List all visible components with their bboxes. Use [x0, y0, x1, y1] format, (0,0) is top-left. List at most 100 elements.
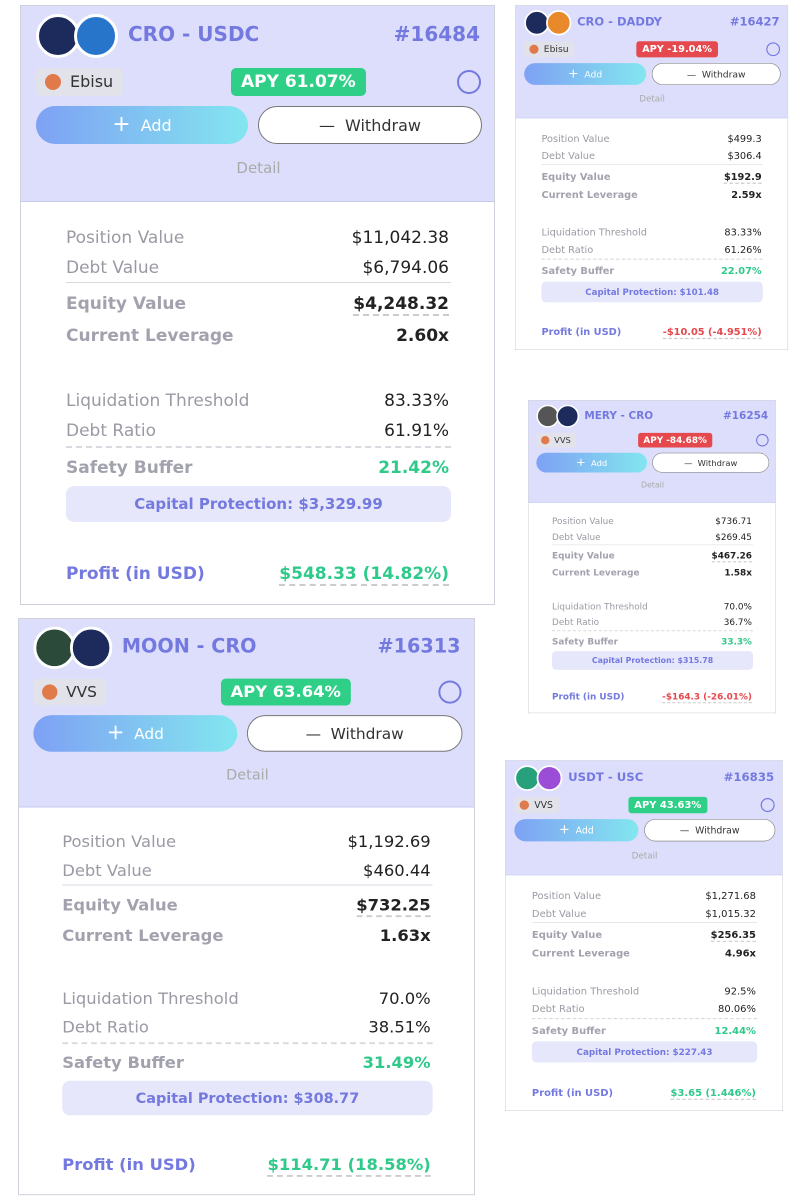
position-id: #16313	[377, 634, 461, 658]
add-label: Add	[140, 116, 172, 135]
row-value: 61.26%	[724, 244, 762, 256]
apy-badge: APY 61.07%	[231, 68, 366, 96]
add-button[interactable]: + Add	[33, 715, 238, 752]
row-label: Position Value	[541, 133, 610, 145]
withdraw-label: Withdraw	[330, 724, 404, 744]
row-label: Debt Ratio	[66, 421, 157, 441]
row-value: 61.91%	[384, 421, 449, 441]
pair-name: USDT - USC	[568, 769, 644, 784]
row-value: 1.58x	[724, 567, 752, 579]
detail-toggle[interactable]: Detail	[631, 850, 658, 861]
withdraw-label: Withdraw	[701, 68, 746, 80]
position-id: #16835	[723, 769, 775, 784]
divider	[66, 282, 451, 283]
profit-label: Profit (in USD)	[62, 1155, 196, 1175]
detail-toggle[interactable]: Detail	[639, 93, 665, 104]
row-value: $269.45	[715, 532, 752, 543]
row-label: Current Leverage	[541, 189, 638, 202]
refresh-icon[interactable]	[756, 433, 769, 447]
token-icon	[556, 404, 580, 428]
divider	[62, 884, 433, 886]
capital-protection: Capital Protection: $3,329.99	[66, 486, 451, 522]
dex-badge: VVS	[514, 796, 559, 814]
row-label: Position Value	[552, 516, 614, 527]
withdraw-button[interactable]: — Withdraw	[258, 106, 482, 144]
add-button[interactable]: + Add	[524, 63, 647, 85]
refresh-icon[interactable]	[438, 680, 462, 704]
position-card: MOON - CRO #16313 VVS APY 63.64% + Add — Withdr…	[18, 618, 475, 1196]
plus-icon: +	[576, 455, 586, 469]
row-value: 70.0%	[378, 989, 431, 1009]
capital-protection: Capital Protection: $227.43	[531, 1041, 758, 1063]
row-value: $6,794.06	[362, 258, 449, 278]
row-value: 80.06%	[718, 1003, 756, 1016]
row-value: 12.44%	[714, 1025, 756, 1037]
row-label: Liquidation Threshold	[541, 226, 647, 239]
row-label: Debt Value	[66, 258, 160, 278]
dex-name: Ebisu	[543, 43, 569, 55]
detail-toggle[interactable]: Detail	[226, 766, 269, 784]
position-card: CRO - DADDY #16427 Ebisu APY -19.04% + Add — Wi…	[515, 5, 789, 350]
profit-label: Profit (in USD)	[552, 691, 625, 703]
row-value: 1.63x	[379, 926, 431, 947]
row-value: $1,271.68	[705, 890, 756, 903]
withdraw-button[interactable]: — Withdraw	[652, 452, 770, 473]
row-value: $256.35	[710, 929, 756, 942]
row-label: Debt Value	[62, 861, 152, 881]
row-value: $306.4	[727, 150, 762, 162]
capital-protection: Capital Protection: $308.77	[62, 1080, 433, 1116]
row-label: Safety Buffer	[552, 636, 619, 647]
row-label: Debt Value	[552, 532, 601, 543]
detail-toggle[interactable]: Detail	[640, 480, 665, 490]
capital-protection: Capital Protection: $315.78	[552, 651, 753, 670]
withdraw-button[interactable]: — Withdraw	[246, 715, 463, 752]
withdraw-button[interactable]: — Withdraw	[651, 63, 781, 85]
plus-icon: +	[558, 822, 570, 838]
divider	[531, 922, 758, 923]
row-label: Liquidation Threshold	[552, 601, 648, 612]
refresh-icon[interactable]	[760, 798, 775, 813]
row-label: Current Leverage	[552, 567, 640, 579]
row-label: Safety Buffer	[66, 458, 193, 478]
token-icon	[536, 765, 563, 792]
add-button[interactable]: + Add	[514, 819, 639, 842]
apy-badge: APY -19.04%	[636, 41, 718, 58]
token-icon	[546, 10, 572, 36]
apy-badge: APY -84.68%	[638, 432, 713, 448]
row-label: Liquidation Threshold	[66, 391, 250, 411]
refresh-icon[interactable]	[766, 42, 781, 57]
dex-badge: Ebisu	[36, 68, 124, 96]
position-id: #16484	[393, 22, 480, 46]
divider	[552, 630, 753, 632]
withdraw-button[interactable]: — Withdraw	[644, 819, 776, 842]
add-button[interactable]: + Add	[536, 452, 648, 473]
row-value: $736.71	[715, 516, 752, 527]
row-value: $732.25	[356, 896, 431, 918]
add-label: Add	[575, 824, 594, 837]
row-label: Position Value	[531, 890, 602, 903]
add-label: Add	[134, 724, 164, 744]
row-value: $192.9	[723, 171, 762, 184]
detail-toggle[interactable]: Detail	[236, 159, 281, 177]
dex-name: Ebisu	[70, 72, 114, 91]
add-button[interactable]: + Add	[36, 106, 248, 144]
row-value: 33.3%	[721, 636, 752, 647]
divider	[552, 544, 753, 546]
row-value: 31.49%	[362, 1053, 431, 1074]
row-value: 38.51%	[368, 1018, 431, 1038]
divider	[62, 1042, 433, 1045]
minus-icon: —	[684, 457, 693, 468]
plus-icon: +	[106, 720, 125, 745]
pair-name: MERY - CRO	[584, 408, 654, 422]
row-value: 70.0%	[723, 601, 752, 612]
dex-badge: Ebisu	[524, 41, 575, 58]
position-card: MERY - CRO #16254 VVS APY -84.68% + Add — Withd…	[528, 400, 776, 714]
row-label: Debt Ratio	[531, 1003, 585, 1016]
pair-name: CRO - USDC	[128, 22, 260, 46]
row-label: Safety Buffer	[62, 1053, 184, 1074]
withdraw-label: Withdraw	[695, 824, 740, 837]
refresh-icon[interactable]	[457, 70, 481, 94]
row-label: Debt Ratio	[62, 1018, 149, 1038]
row-label: Debt Ratio	[541, 244, 594, 256]
